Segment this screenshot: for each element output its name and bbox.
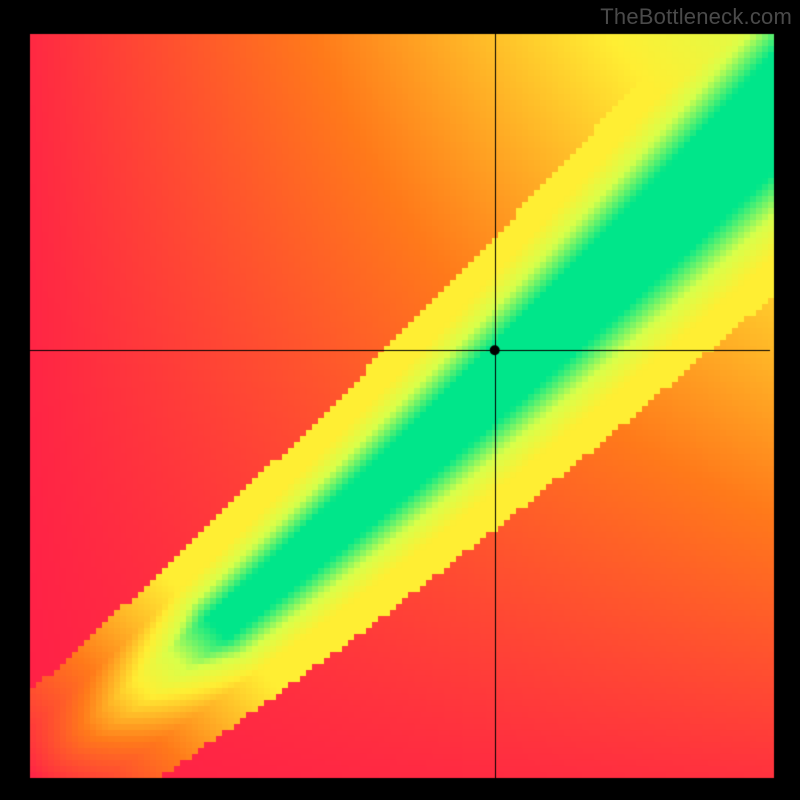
watermark-text: TheBottleneck.com	[600, 4, 792, 30]
bottleneck-heatmap	[0, 0, 800, 800]
